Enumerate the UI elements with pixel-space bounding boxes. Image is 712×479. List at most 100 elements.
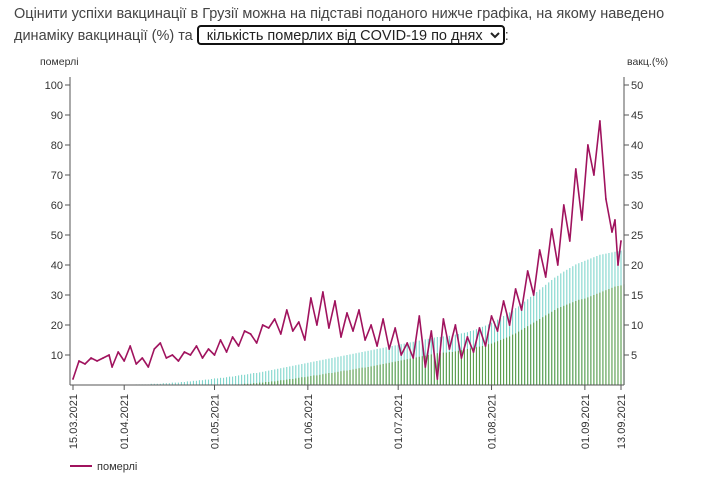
deaths-point <box>102 357 105 359</box>
deaths-point <box>108 354 111 356</box>
legend[interactable]: померлі <box>70 461 137 473</box>
deaths-point <box>617 264 619 266</box>
x-axis-tick-label: 01.04.2021 <box>119 394 131 449</box>
legend-label-deaths: померлі <box>97 461 137 473</box>
deaths-point <box>78 360 80 362</box>
left-axis-tick-label: 50 <box>51 230 63 242</box>
deaths-point <box>171 354 174 356</box>
deaths-point <box>502 300 505 302</box>
deaths-point <box>532 294 535 296</box>
x-axis-tick-label: 01.07.2021 <box>393 394 405 449</box>
deaths-point <box>620 240 622 242</box>
deaths-point <box>352 330 354 332</box>
left-axis-tick-label: 20 <box>51 320 63 332</box>
deaths-point <box>614 219 616 221</box>
left-axis-tick-label: 70 <box>51 170 63 182</box>
right-axis-tick-label: 25 <box>631 230 643 242</box>
deaths-point <box>123 360 126 362</box>
right-axis-tick-label: 50 <box>631 80 643 92</box>
deaths-point <box>267 327 270 329</box>
deaths-point <box>412 357 415 359</box>
deaths-point <box>466 336 469 338</box>
deaths-point <box>159 342 162 344</box>
left-axis-tick-label: 30 <box>51 290 63 302</box>
deaths-point <box>322 291 324 293</box>
x-axis-tick-label: 13.09.2021 <box>616 394 628 449</box>
deaths-point <box>605 198 607 200</box>
deaths-point <box>562 204 565 206</box>
left-axis-tick-label: 80 <box>51 140 63 152</box>
deaths-point <box>328 327 330 329</box>
deaths-point <box>370 324 372 326</box>
deaths-point <box>135 363 138 365</box>
deaths-point <box>472 351 475 353</box>
deaths-point <box>219 339 222 341</box>
deaths-point <box>406 342 409 344</box>
deaths-point <box>388 348 391 350</box>
deaths-point <box>201 357 204 359</box>
deaths-point <box>111 366 114 368</box>
deaths-line <box>72 120 622 380</box>
deaths-point <box>315 324 318 326</box>
deaths-point <box>496 330 499 332</box>
left-axis: 10 20 30 40 50 60 70 80 90 100 <box>45 77 71 385</box>
deaths-point <box>611 231 613 233</box>
left-axis-tick-label: 40 <box>51 260 63 272</box>
deaths-point <box>249 333 252 335</box>
deaths-point <box>400 354 403 356</box>
x-axis-tick-label: 01.05.2021 <box>210 394 222 449</box>
intro-colon: : <box>504 28 509 44</box>
right-axis-tick-label: 30 <box>631 200 643 212</box>
deaths-point <box>231 336 234 338</box>
deaths-point <box>556 264 559 266</box>
left-axis-tick-label: 100 <box>45 80 63 92</box>
deaths-point <box>593 174 595 176</box>
deaths-point <box>520 309 523 311</box>
deaths-point <box>568 240 571 242</box>
deaths-point <box>72 378 74 380</box>
deaths-point <box>96 360 98 362</box>
deaths-point <box>424 366 427 368</box>
left-axis-tick-label: 60 <box>51 200 63 212</box>
deaths-series <box>72 120 622 380</box>
deaths-point <box>508 324 511 326</box>
deaths-point <box>580 219 583 221</box>
deaths-point <box>177 360 180 362</box>
deaths-point <box>346 312 348 314</box>
deaths-point <box>183 351 186 353</box>
deaths-point <box>358 309 360 311</box>
right-axis-title: вакц.(%) <box>627 56 668 68</box>
deaths-point <box>309 297 312 299</box>
vaccination-bars <box>135 250 625 385</box>
x-axis-tick-label: 01.06.2021 <box>303 394 315 449</box>
deaths-point <box>442 318 445 320</box>
deaths-point <box>213 354 216 356</box>
deaths-point <box>460 357 463 359</box>
x-axis: 15.03.2021 01.04.2021 01.05.2021 01.06.2021… <box>68 384 628 449</box>
deaths-point <box>334 300 336 302</box>
deaths-point <box>394 327 397 329</box>
deaths-point <box>165 357 168 359</box>
deaths-point <box>279 333 282 335</box>
deaths-point <box>382 318 385 320</box>
deaths-point <box>261 324 264 326</box>
right-axis-tick-label: 5 <box>631 350 637 362</box>
deaths-point <box>454 324 457 326</box>
right-axis-tick-label: 20 <box>631 260 643 272</box>
deaths-point <box>436 378 439 380</box>
deaths-point <box>538 249 541 251</box>
x-axis-tick-label: 15.03.2021 <box>68 394 80 449</box>
deaths-point <box>195 345 198 347</box>
metric-select[interactable]: кількість померлих від COVID-19 по днях <box>196 25 505 45</box>
deaths-point <box>376 345 379 347</box>
deaths-point <box>490 315 493 317</box>
deaths-point <box>207 348 210 350</box>
deaths-point <box>189 354 192 356</box>
deaths-point <box>84 363 86 365</box>
left-axis-tick-label: 10 <box>51 350 63 362</box>
right-axis-tick-label: 35 <box>631 170 643 182</box>
deaths-point <box>340 336 342 338</box>
right-axis-tick-label: 40 <box>631 140 643 152</box>
deaths-point <box>574 168 577 170</box>
deaths-point <box>285 309 288 311</box>
